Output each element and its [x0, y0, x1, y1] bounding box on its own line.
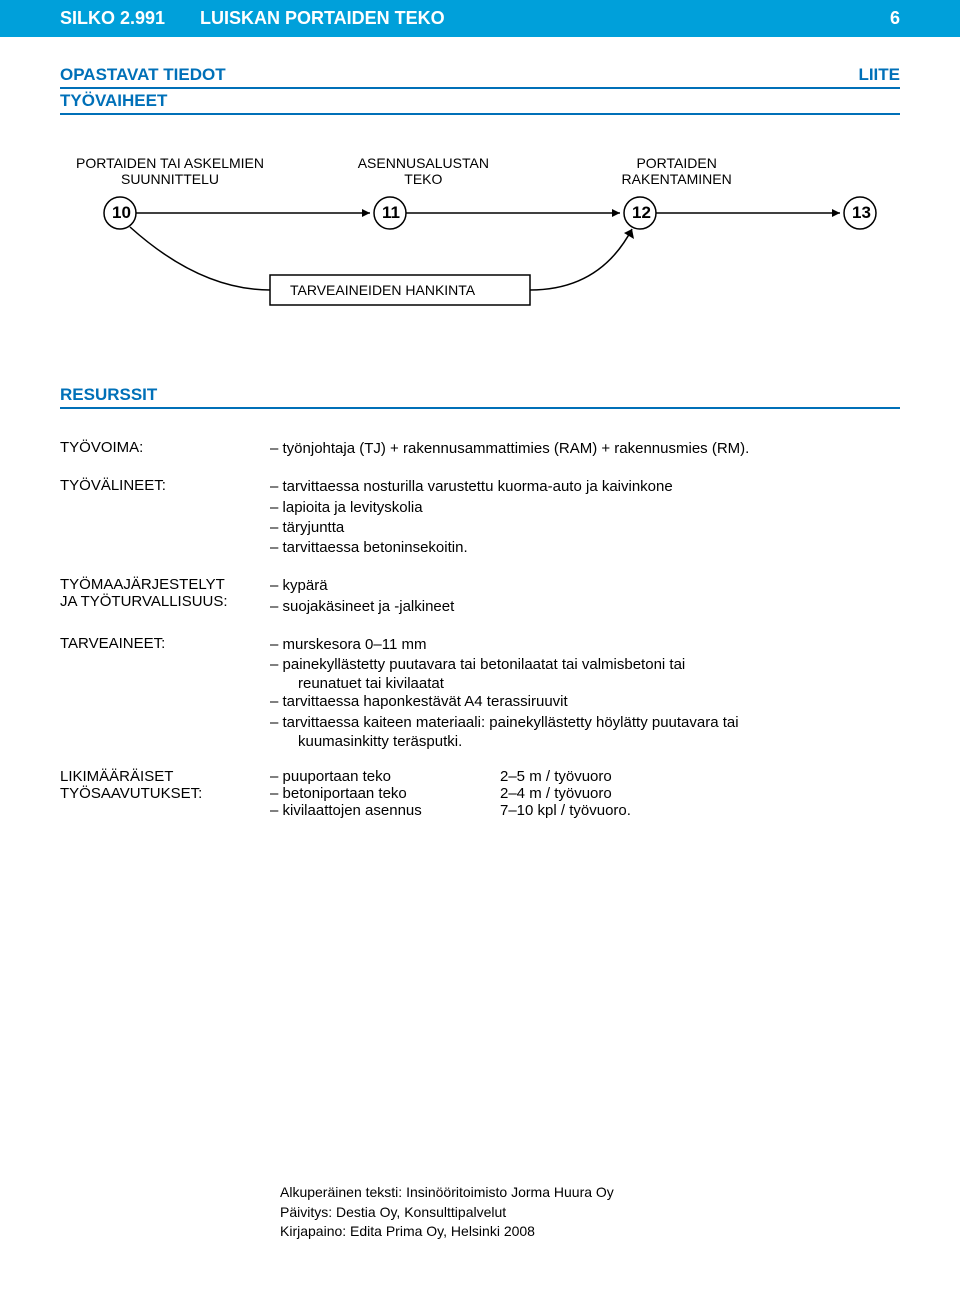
flow-num-13: 13 [852, 203, 871, 223]
flow-branch-label: TARVEAINEIDEN HANKINTA [290, 282, 475, 298]
flow-node-label-11: ASENNUSALUSTAN TEKO [323, 155, 523, 187]
footer-l2: Päivitys: Destia Oy, Konsulttipalvelut [280, 1203, 614, 1223]
flow-node-label-12: PORTAIDEN RAKENTAMINEN [577, 155, 777, 187]
row-tyovalineet: TYÖVÄLINEET: tarvittaessa nosturilla var… [60, 477, 900, 558]
flow-num-11: 11 [382, 203, 400, 223]
row-tarveaineet: TARVEAINEET: murskesora 0–11 mm painekyl… [60, 635, 900, 750]
section-opastavat: OPASTAVAT TIEDOT LIITE [60, 65, 900, 89]
term-tarveaineet: TARVEAINEET: [60, 635, 270, 750]
val-tarveaineet: murskesora 0–11 mm painekyllästetty puut… [270, 635, 900, 750]
row-outputs: LIKIMÄÄRÄISET TYÖSAAVUTUKSET: puuportaan… [60, 768, 900, 819]
term-tyomaa: TYÖMAAJÄRJESTELYT JA TYÖTURVALLISUUS: [60, 576, 270, 617]
header-code: SILKO 2.991 [60, 8, 200, 29]
row-tyovoima: TYÖVOIMA: työnjohtaja (TJ) + rakennusamm… [60, 439, 900, 459]
val-tyovalineet: tarvittaessa nosturilla varustettu kuorm… [270, 477, 900, 558]
footer-l3: Kirjapaino: Edita Prima Oy, Helsinki 200… [280, 1222, 614, 1242]
row-tyomaa: TYÖMAAJÄRJESTELYT JA TYÖTURVALLISUUS: ky… [60, 576, 900, 617]
section-title-text: OPASTAVAT TIEDOT [60, 65, 226, 85]
term-outputs: LIKIMÄÄRÄISET TYÖSAAVUTUKSET: [60, 768, 270, 819]
header-page: 6 [860, 8, 900, 29]
section-resurssit: RESURSSIT [60, 385, 900, 409]
flow-num-10: 10 [112, 203, 131, 223]
flowchart: PORTAIDEN TAI ASKELMIEN SUUNNITTELU ASEN… [60, 155, 900, 345]
flow-node-label-13 [830, 155, 890, 187]
val-tyovoima: työnjohtaja (TJ) + rakennusammattimies (… [270, 439, 900, 459]
flow-num-12: 12 [632, 203, 651, 223]
footer-credits: Alkuperäinen teksti: Insinööritoimisto J… [280, 1183, 614, 1242]
term-tyovalineet: TYÖVÄLINEET: [60, 477, 270, 558]
term-tyovoima: TYÖVOIMA: [60, 439, 270, 459]
flow-node-label-10: PORTAIDEN TAI ASKELMIEN SUUNNITTELU [70, 155, 270, 187]
header-title: LUISKAN PORTAIDEN TEKO [200, 8, 860, 29]
flow-svg [60, 195, 900, 355]
val-outputs: puuportaan teko 2–5 m / työvuoro betonip… [270, 768, 900, 819]
footer-l1: Alkuperäinen teksti: Insinööritoimisto J… [280, 1183, 614, 1203]
definition-list: TYÖVOIMA: työnjohtaja (TJ) + rakennusamm… [60, 439, 900, 819]
val-tyomaa: kypärä suojakäsineet ja -jalkineet [270, 576, 900, 617]
page-header: SILKO 2.991 LUISKAN PORTAIDEN TEKO 6 [0, 0, 960, 37]
page-content: OPASTAVAT TIEDOT LIITE TYÖVAIHEET PORTAI… [0, 65, 960, 819]
section-tyovaiheet: TYÖVAIHEET [60, 91, 900, 115]
section-title-right: LIITE [858, 65, 900, 85]
flow-labels: PORTAIDEN TAI ASKELMIEN SUUNNITTELU ASEN… [60, 155, 900, 187]
